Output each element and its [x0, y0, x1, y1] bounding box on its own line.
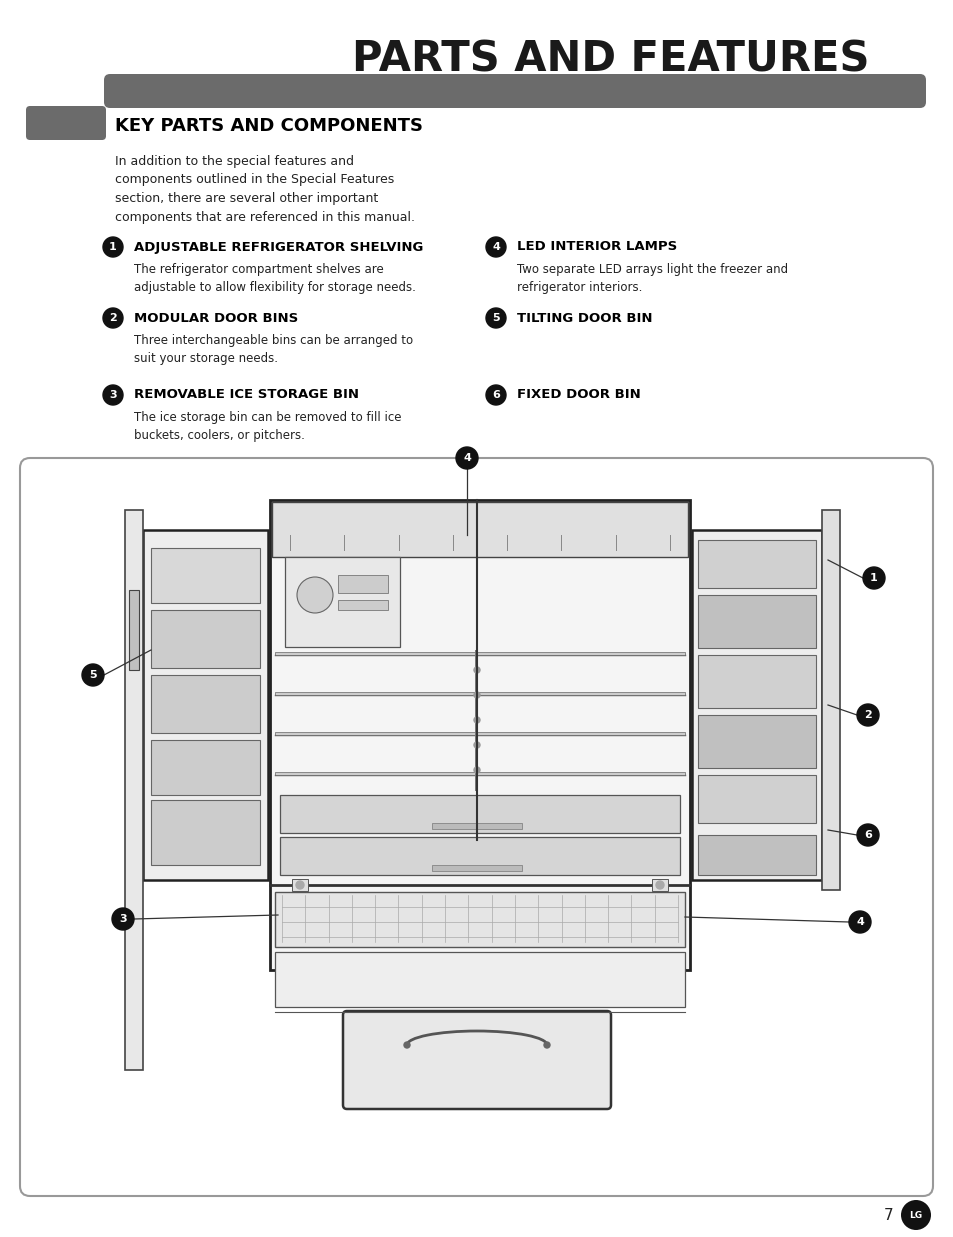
Bar — [698, 715, 815, 768]
Text: Two separate LED arrays light the freezer and
refrigerator interiors.: Two separate LED arrays light the freeze… — [517, 263, 787, 294]
Bar — [821, 510, 840, 889]
Bar — [698, 656, 815, 708]
Bar — [432, 865, 521, 871]
Circle shape — [474, 742, 479, 748]
Bar — [151, 548, 260, 602]
Circle shape — [485, 308, 505, 328]
Bar — [698, 595, 815, 648]
Text: 6: 6 — [492, 390, 499, 400]
Bar — [280, 837, 679, 875]
FancyBboxPatch shape — [20, 458, 932, 1196]
Text: 2: 2 — [109, 313, 117, 323]
Circle shape — [856, 824, 878, 846]
Circle shape — [900, 1200, 930, 1230]
Text: 7: 7 — [882, 1207, 892, 1222]
Bar — [274, 732, 684, 735]
Circle shape — [103, 385, 123, 404]
Circle shape — [474, 717, 479, 722]
Text: 6: 6 — [863, 830, 871, 840]
FancyBboxPatch shape — [26, 106, 106, 140]
Text: ADJUSTABLE REFRIGERATOR SHELVING: ADJUSTABLE REFRIGERATOR SHELVING — [133, 240, 423, 254]
Circle shape — [474, 667, 479, 673]
Circle shape — [295, 881, 304, 889]
Bar — [337, 600, 388, 610]
Circle shape — [403, 1042, 410, 1048]
Circle shape — [862, 567, 884, 589]
Bar — [125, 510, 143, 1070]
Circle shape — [82, 664, 104, 687]
Text: 5: 5 — [492, 313, 499, 323]
Circle shape — [848, 910, 870, 933]
Circle shape — [543, 1042, 550, 1048]
Text: In addition to the special features and
components outlined in the Special Featu: In addition to the special features and … — [115, 155, 415, 224]
FancyBboxPatch shape — [343, 1011, 610, 1110]
Text: FIXED DOOR BIN: FIXED DOOR BIN — [517, 388, 640, 402]
Circle shape — [485, 238, 505, 257]
Bar — [292, 880, 308, 891]
Circle shape — [112, 908, 133, 930]
Circle shape — [474, 767, 479, 773]
Circle shape — [456, 447, 477, 469]
Text: 4: 4 — [492, 242, 499, 252]
Bar — [274, 952, 684, 1007]
Text: LG: LG — [908, 1211, 922, 1220]
Bar — [274, 892, 684, 948]
Circle shape — [856, 704, 878, 726]
Bar — [151, 610, 260, 668]
Bar — [129, 590, 139, 670]
Text: 1: 1 — [109, 242, 117, 252]
Bar — [651, 880, 667, 891]
Bar — [274, 652, 684, 656]
Text: Three interchangeable bins can be arranged to
suit your storage needs.: Three interchangeable bins can be arrang… — [133, 334, 413, 365]
Text: REMOVABLE ICE STORAGE BIN: REMOVABLE ICE STORAGE BIN — [133, 388, 358, 402]
Bar — [285, 557, 399, 647]
Text: 4: 4 — [462, 453, 471, 463]
Text: 3: 3 — [119, 914, 127, 924]
Bar — [280, 795, 679, 833]
Bar — [151, 740, 260, 795]
Text: The refrigerator compartment shelves are
adjustable to allow flexibility for sto: The refrigerator compartment shelves are… — [133, 263, 416, 294]
Circle shape — [485, 385, 505, 404]
FancyBboxPatch shape — [104, 74, 925, 108]
Bar — [272, 502, 687, 557]
Bar — [270, 500, 689, 970]
Bar — [151, 800, 260, 865]
Circle shape — [474, 691, 479, 698]
Text: 4: 4 — [855, 917, 863, 927]
Text: 5: 5 — [89, 670, 96, 680]
Bar — [691, 529, 821, 880]
Bar — [337, 575, 388, 593]
Text: LED INTERIOR LAMPS: LED INTERIOR LAMPS — [517, 240, 677, 254]
Text: MODULAR DOOR BINS: MODULAR DOOR BINS — [133, 312, 298, 324]
Text: 3: 3 — [109, 390, 116, 400]
Bar — [274, 691, 684, 695]
Bar — [143, 529, 268, 880]
Circle shape — [103, 238, 123, 257]
Text: PARTS AND FEATURES: PARTS AND FEATURES — [352, 40, 869, 80]
Text: KEY PARTS AND COMPONENTS: KEY PARTS AND COMPONENTS — [115, 118, 422, 135]
Text: 2: 2 — [863, 710, 871, 720]
Bar — [698, 835, 815, 875]
Bar — [151, 675, 260, 734]
Bar — [432, 823, 521, 829]
Text: 1: 1 — [869, 573, 877, 583]
Bar — [274, 772, 684, 776]
Text: The ice storage bin can be removed to fill ice
buckets, coolers, or pitchers.: The ice storage bin can be removed to fi… — [133, 411, 401, 442]
Bar — [698, 541, 815, 588]
Text: TILTING DOOR BIN: TILTING DOOR BIN — [517, 312, 652, 324]
Circle shape — [103, 308, 123, 328]
Circle shape — [296, 576, 333, 614]
Bar — [698, 776, 815, 823]
Circle shape — [656, 881, 663, 889]
